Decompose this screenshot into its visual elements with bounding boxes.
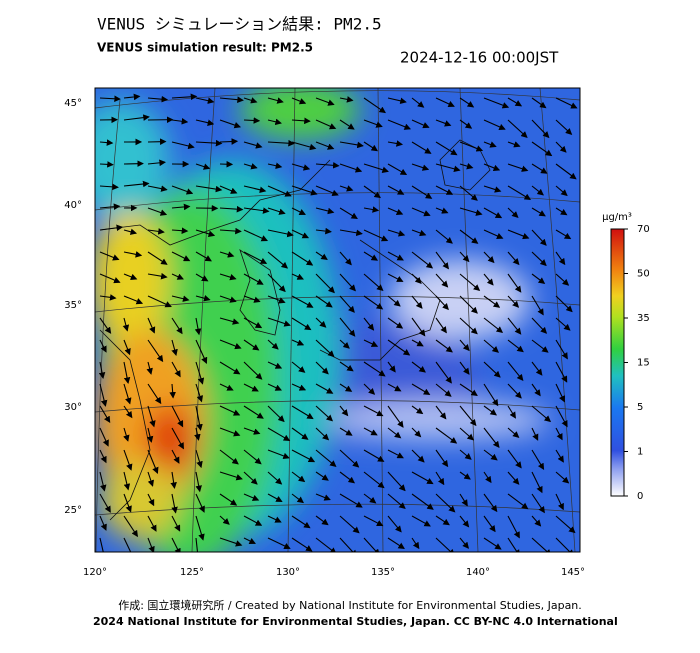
colorbar-unit: μg/m³ <box>602 212 632 223</box>
lat-label: 25° <box>64 505 82 516</box>
lon-label: 135° <box>371 567 395 578</box>
lon-label: 120° <box>83 567 107 578</box>
lat-label: 35° <box>64 300 82 311</box>
colorbar-label: 35 <box>637 313 650 324</box>
lat-label: 45° <box>64 98 82 109</box>
lon-label: 125° <box>180 567 204 578</box>
subtitle: VENUS simulation result: PM2.5 <box>97 41 313 55</box>
colorbar-label: 50 <box>637 269 650 280</box>
title: VENUS シミュレーション結果: PM2.5 <box>97 15 382 34</box>
wind-arrow <box>220 141 237 142</box>
lon-label: 130° <box>276 567 300 578</box>
colorbar-label: 15 <box>637 358 650 369</box>
wind-arrow <box>100 164 113 165</box>
map-field <box>70 80 580 570</box>
lon-label: 140° <box>466 567 490 578</box>
lat-label: 40° <box>64 200 82 211</box>
colorbar <box>611 229 624 496</box>
colorbar-label: 1 <box>637 447 643 458</box>
colorbar-label: 0 <box>637 491 643 502</box>
credit: 作成: 国立環境研究所 / Created by National Instit… <box>118 598 582 612</box>
colorbar-label: 5 <box>637 402 643 413</box>
colorbar-label: 70 <box>637 224 650 235</box>
timestamp: 2024-12-16 00:00JST <box>400 49 559 67</box>
lon-label: 145° <box>561 567 585 578</box>
license: 2024 National Institute for Environmenta… <box>93 615 618 628</box>
lat-label: 30° <box>64 402 82 413</box>
